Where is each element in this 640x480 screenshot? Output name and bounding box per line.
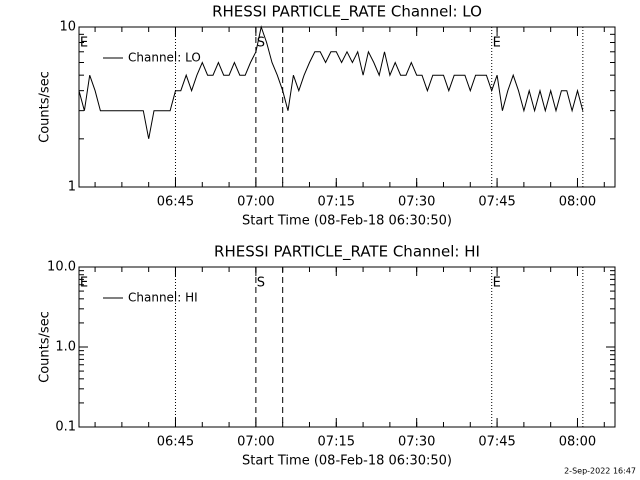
data-line xyxy=(78,25,584,139)
chart-title: RHESSI PARTICLE_RATE Channel: LO xyxy=(212,3,482,22)
y-tick-label: 1.0 xyxy=(55,340,76,355)
y-axis-label: Counts/sec xyxy=(38,71,53,143)
legend-label: Channel: HI xyxy=(128,291,198,305)
y-tick-label: 10 xyxy=(59,20,76,35)
y-tick-label: 10.0 xyxy=(47,260,76,275)
plot-frame xyxy=(78,26,616,188)
x-tick-label: 07:45 xyxy=(478,195,515,210)
x-tick-label: 08:00 xyxy=(559,195,596,210)
y-tick-label: 0.1 xyxy=(55,420,76,435)
x-tick-label: 07:45 xyxy=(478,435,515,450)
x-tick-label: 07:30 xyxy=(398,435,435,450)
legend-label: Channel: LO xyxy=(128,51,201,65)
x-tick-label: 07:15 xyxy=(318,435,355,450)
annotation: E xyxy=(80,276,88,291)
y-tick-label: 1 xyxy=(68,180,76,195)
chart-title: RHESSI PARTICLE_RATE Channel: HI xyxy=(214,243,480,262)
annotation: E xyxy=(80,36,88,51)
x-tick-label: 06:45 xyxy=(157,195,194,210)
annotation: E xyxy=(493,36,501,51)
x-tick-label: 06:45 xyxy=(157,435,194,450)
x-tick-label: 07:00 xyxy=(237,195,274,210)
footer: 2-Sep-2022 16:47 xyxy=(564,467,636,476)
x-tick-label: 08:00 xyxy=(559,435,596,450)
annotation: S xyxy=(257,36,265,51)
y-axis-label: Counts/sec xyxy=(38,311,53,383)
x-tick-label: 07:15 xyxy=(318,195,355,210)
x-tick-label: 07:00 xyxy=(237,435,274,450)
x-axis-label: Start Time (08-Feb-18 06:30:50) xyxy=(242,214,452,229)
x-tick-label: 07:30 xyxy=(398,195,435,210)
annotation: E xyxy=(493,276,501,291)
annotation: S xyxy=(257,276,265,291)
x-axis-label: Start Time (08-Feb-18 06:30:50) xyxy=(242,454,452,469)
